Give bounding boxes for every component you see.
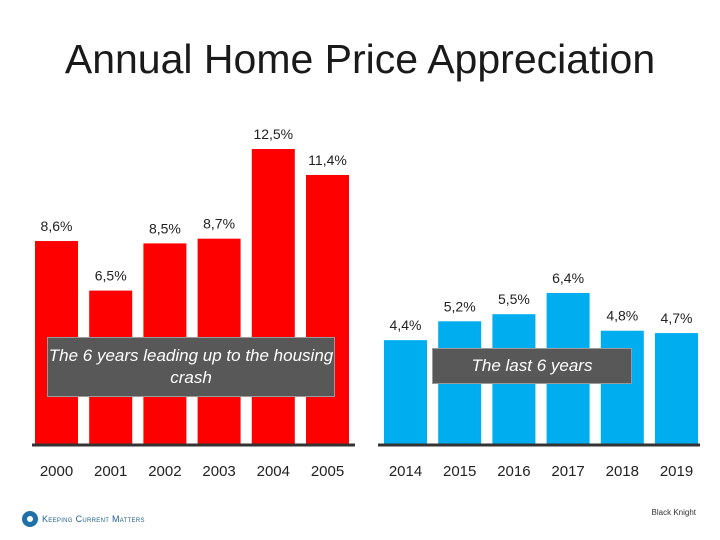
bar-2014 [384, 340, 427, 444]
source-label: Black Knight [651, 508, 696, 517]
data-label-2019: 4,7% [661, 310, 693, 326]
tick-label-2000: 2000 [40, 463, 73, 480]
data-label-2002: 8,5% [149, 220, 181, 236]
chart-title: Annual Home Price Appreciation [64, 36, 656, 82]
tick-label-2017: 2017 [551, 463, 584, 480]
bar-2019 [655, 333, 698, 444]
data-label-2018: 4,8% [606, 308, 638, 324]
tick-label-2002: 2002 [148, 463, 181, 480]
tick-label-2016: 2016 [497, 463, 530, 480]
logo-text: Keeping Current Matters [42, 514, 145, 524]
tick-label-2018: 2018 [606, 463, 639, 480]
caption-last-6-years: The last 6 years [432, 348, 632, 384]
data-label-2017: 6,4% [552, 270, 584, 286]
kcm-logo-icon [22, 511, 38, 527]
bar-2004 [251, 149, 295, 444]
data-label-2005: 11,4% [308, 152, 347, 168]
tick-label-2015: 2015 [443, 463, 476, 480]
caption-housing-crash: The 6 years leading up to the housing cr… [47, 337, 335, 397]
data-label-2016: 5,5% [498, 291, 530, 307]
data-label-2015: 5,2% [444, 298, 476, 314]
tick-label-2004: 2004 [257, 463, 290, 480]
data-label-2004: 12,5% [253, 126, 293, 142]
data-label-2000: 8,6% [41, 218, 73, 234]
tick-label-2019: 2019 [660, 463, 693, 480]
bar-2005 [306, 174, 349, 444]
kcm-logo: Keeping Current Matters [22, 511, 145, 527]
tick-label-2001: 2001 [94, 463, 127, 480]
tick-label-2014: 2014 [389, 463, 422, 480]
data-label-2014: 4,4% [390, 317, 422, 333]
tick-label-2005: 2005 [311, 463, 344, 480]
tick-label-2003: 2003 [202, 463, 235, 480]
data-label-2001: 6,5% [95, 268, 127, 284]
data-label-2003: 8,7% [203, 216, 235, 232]
